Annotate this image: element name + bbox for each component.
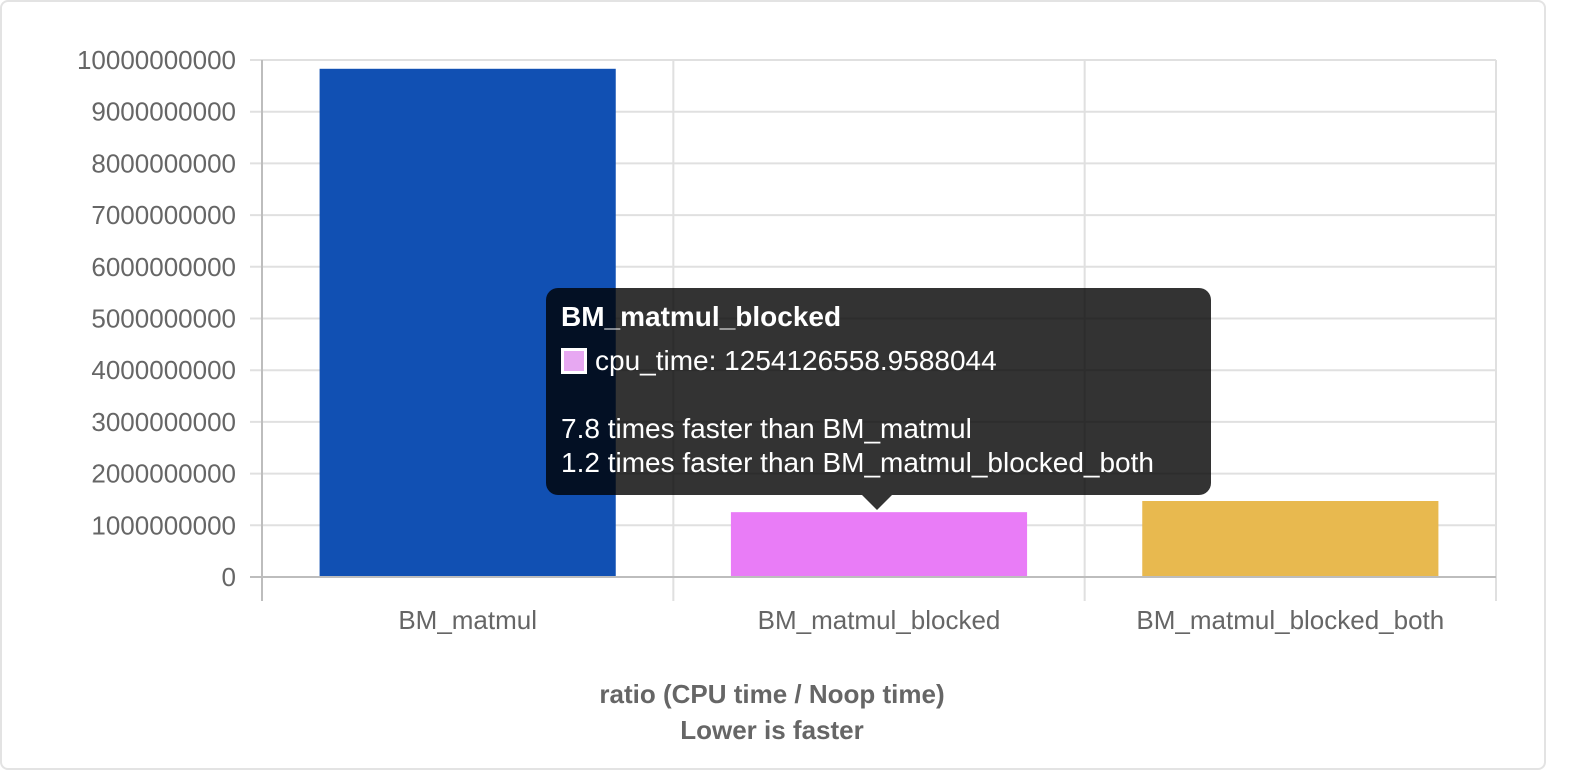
axes xyxy=(250,60,1496,601)
tooltip-series-row: cpu_time: 1254126558.9588044 xyxy=(561,344,1196,378)
legend-swatch-icon xyxy=(561,348,587,374)
x-tick-label: BM_matmul_blocked_both xyxy=(1136,605,1444,635)
x-axis-title-line: Lower is faster xyxy=(680,715,864,745)
y-tick-label: 5000000000 xyxy=(91,304,236,334)
y-tick-label: 7000000000 xyxy=(91,200,236,230)
y-tick-label: 8000000000 xyxy=(91,148,236,178)
tooltip-caret xyxy=(862,495,892,510)
y-tick-label: 9000000000 xyxy=(91,97,236,127)
y-tick-label: 4000000000 xyxy=(91,355,236,385)
x-axis-title: ratio (CPU time / Noop time) Lower is fas… xyxy=(599,679,944,745)
tooltip-footer-line: 1.2 times faster than BM_matmul_blocked_… xyxy=(561,447,1154,478)
tooltip-series-label: cpu_time: 1254126558.9588044 xyxy=(595,345,997,376)
y-tick-labels: 0 1000000000 2000000000 3000000000 400000000… xyxy=(77,45,236,592)
bar[interactable] xyxy=(730,512,1028,577)
tooltip: BM_matmul_blocked cpu_time: 1254126558.9… xyxy=(546,288,1211,510)
x-tick-label: BM_matmul_blocked xyxy=(758,605,1001,635)
y-tick-label: 6000000000 xyxy=(91,252,236,282)
y-tick-label: 2000000000 xyxy=(91,459,236,489)
y-tick-label: 1000000000 xyxy=(91,510,236,540)
bar[interactable] xyxy=(1142,501,1439,577)
y-tick-label: 10000000000 xyxy=(77,45,236,75)
x-tick-labels: BM_matmul BM_matmul_blocked BM_matmul_bloc… xyxy=(398,605,1444,635)
y-tick-label: 3000000000 xyxy=(91,407,236,437)
y-tick-label: 0 xyxy=(222,562,236,592)
tooltip-footer-line: 7.8 times faster than BM_matmul xyxy=(561,413,972,444)
x-axis-title-line: ratio (CPU time / Noop time) xyxy=(599,679,944,709)
tooltip-title: BM_matmul_blocked xyxy=(561,301,842,332)
x-tick-label: BM_matmul xyxy=(398,605,537,635)
tooltip-footer: 7.8 times faster than BM_matmul 1.2 time… xyxy=(561,412,1196,480)
